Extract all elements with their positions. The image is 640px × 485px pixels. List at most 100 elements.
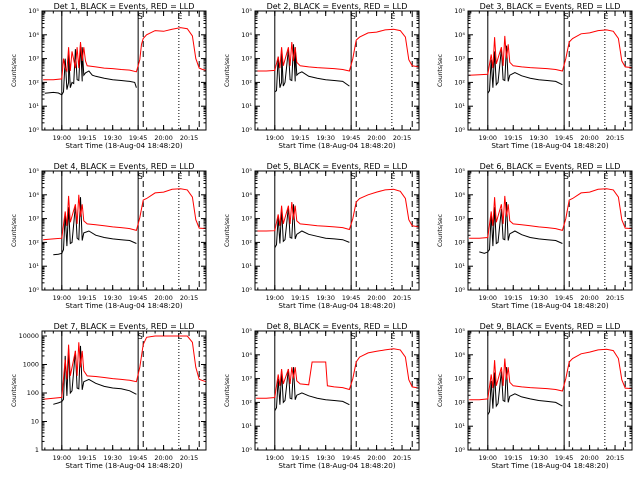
- x-tick-label: 20:00: [154, 294, 172, 302]
- y-tick-label: 10⁵: [454, 327, 465, 335]
- x-tick-label: 19:45: [129, 294, 147, 302]
- start-marker-label: S: [351, 332, 356, 341]
- y-tick-label: 10⁴: [241, 31, 252, 39]
- y-tick-label: 10⁵: [454, 167, 465, 175]
- y-tick-label: 10⁰: [28, 126, 39, 134]
- plot-frame: [41, 170, 207, 291]
- y-tick-label: 10²: [28, 238, 39, 246]
- x-tick-label: 20:15: [606, 454, 624, 462]
- x-tick-label: 19:00: [266, 294, 284, 302]
- y-tick-label: 10⁰: [28, 286, 39, 294]
- x-tick-label: 19:15: [291, 454, 309, 462]
- x-axis-title: Start Time (18-Aug-04 18:48:20): [491, 461, 608, 470]
- y-tick-label: 10⁴: [454, 31, 465, 39]
- x-axis-title: Start Time (18-Aug-04 18:48:20): [65, 301, 182, 310]
- x-tick-label: 19:45: [342, 294, 360, 302]
- y-axis-title: Counts/sec: [11, 54, 18, 87]
- panel-title: Det 9, BLACK = Events, RED = LLD: [480, 322, 621, 331]
- x-tick-label: 20:15: [180, 134, 198, 142]
- y-tick-label: 10³: [28, 55, 39, 63]
- x-tick-label: 19:00: [266, 454, 284, 462]
- y-tick-label: 10³: [454, 215, 465, 223]
- x-tick-label: 19:00: [266, 134, 284, 142]
- events-series-line: [487, 367, 563, 416]
- x-tick-label: 20:15: [180, 454, 198, 462]
- plot-frame: [254, 10, 420, 131]
- y-tick-label: 10¹: [241, 422, 252, 430]
- panel-det-3: S E 10⁰ 10¹ 10² 10³ 10⁴ 10⁵ 19:00 19:15 19:30 19:45…: [437, 2, 633, 150]
- end-marker-label: E: [177, 12, 182, 21]
- x-tick-label: 20:15: [606, 294, 624, 302]
- x-tick-label: 19:30: [316, 294, 334, 302]
- y-tick-label: 10¹: [454, 102, 465, 110]
- x-axis-title: Start Time (18-Aug-04 18:48:20): [278, 141, 395, 150]
- y-tick-label: 10⁴: [454, 191, 465, 199]
- start-marker-label: S: [564, 172, 569, 181]
- y-tick-label: 10¹: [241, 262, 252, 270]
- events-series-line: [274, 204, 350, 248]
- x-tick-label: 19:00: [479, 454, 497, 462]
- x-tick-label: 19:45: [129, 134, 147, 142]
- y-tick-label: 10³: [454, 55, 465, 63]
- start-marker-label: S: [138, 332, 143, 341]
- panel-det-8: S E 10⁰ 10¹ 10² 10³ 10⁴ 10⁵ 19:00 19:15 19:30 19:45…: [224, 322, 420, 470]
- x-tick-label: 20:00: [580, 134, 598, 142]
- x-tick-label: 19:45: [129, 454, 147, 462]
- x-axis-title: Start Time (18-Aug-04 18:48:20): [491, 141, 608, 150]
- x-tick-label: 19:45: [342, 134, 360, 142]
- y-tick-label: 10⁵: [241, 327, 252, 335]
- end-marker-label: E: [177, 172, 182, 181]
- events-series-line: [274, 44, 350, 93]
- y-tick-label: 10¹: [454, 262, 465, 270]
- y-axis-title: Counts/sec: [437, 214, 444, 247]
- y-axis-title: Counts/sec: [437, 374, 444, 407]
- x-tick-label: 19:15: [504, 134, 522, 142]
- lld-series-line: [469, 29, 633, 76]
- x-tick-label: 19:15: [78, 134, 96, 142]
- y-tick-label: 10⁴: [241, 351, 252, 359]
- x-tick-label: 19:00: [479, 294, 497, 302]
- x-tick-label: 19:45: [555, 454, 573, 462]
- events-series-line: [53, 345, 137, 405]
- x-tick-label: 19:15: [291, 134, 309, 142]
- y-tick-label: 10¹: [28, 102, 39, 110]
- x-tick-label: 20:00: [367, 134, 385, 142]
- panel-det-5: S E 10⁰ 10¹ 10² 10³ 10⁴ 10⁵ 19:00 19:15 19:30 19:45…: [224, 162, 420, 310]
- lld-series-line: [469, 348, 633, 401]
- plot-frame: [467, 330, 633, 451]
- y-axis-title: Counts/sec: [224, 54, 231, 87]
- x-tick-label: 19:30: [103, 294, 121, 302]
- y-tick-label: 100: [27, 389, 39, 397]
- x-tick-label: 20:00: [154, 454, 172, 462]
- y-tick-label: 10³: [241, 215, 252, 223]
- x-tick-label: 19:30: [316, 134, 334, 142]
- panel-title: Det 6, BLACK = Events, RED = LLD: [480, 162, 621, 171]
- y-tick-label: 10¹: [454, 422, 465, 430]
- y-tick-label: 10³: [241, 375, 252, 383]
- x-axis-title: Start Time (18-Aug-04 18:48:20): [278, 461, 395, 470]
- y-tick-label: 10: [31, 418, 39, 426]
- start-marker-label: S: [138, 12, 143, 21]
- x-axis-title: Start Time (18-Aug-04 18:48:20): [65, 461, 182, 470]
- y-tick-label: 10⁴: [28, 31, 39, 39]
- lld-series-line: [256, 28, 420, 72]
- x-tick-label: 20:00: [580, 294, 598, 302]
- x-tick-label: 19:15: [78, 294, 96, 302]
- lld-series-line: [43, 335, 207, 400]
- x-tick-label: 19:30: [103, 134, 121, 142]
- y-axis-title: Counts/sec: [224, 214, 231, 247]
- y-tick-label: 10²: [28, 78, 39, 86]
- start-marker-label: S: [351, 12, 356, 21]
- end-marker-label: E: [603, 172, 608, 181]
- y-tick-label: 10⁰: [241, 286, 252, 294]
- x-tick-label: 19:45: [555, 294, 573, 302]
- y-tick-label: 10³: [454, 375, 465, 383]
- start-marker-label: S: [138, 172, 143, 181]
- events-series-line: [274, 367, 350, 411]
- y-tick-label: 1: [35, 446, 39, 454]
- y-tick-label: 10⁴: [454, 351, 465, 359]
- panel-title: Det 2, BLACK = Events, RED = LLD: [267, 2, 408, 11]
